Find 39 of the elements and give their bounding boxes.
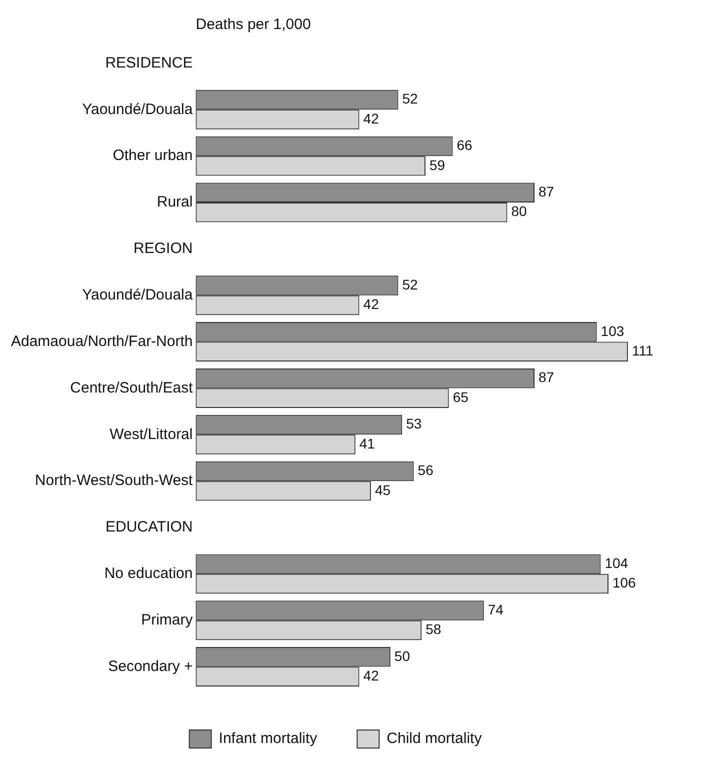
y-tick-label: North-West/South-West: [34, 472, 194, 490]
data-label: 111: [632, 342, 654, 359]
data-label: 56: [418, 462, 434, 478]
legend-label: Child mortality: [386, 730, 482, 748]
data-label: 50: [394, 648, 410, 664]
data-label: 58: [426, 621, 442, 638]
data-label: 42: [363, 296, 380, 312]
data-label: 104: [604, 554, 628, 571]
data-label: 42: [363, 668, 380, 684]
y-tick-label: Centre/South/East: [70, 379, 194, 396]
y-tick-label: EDUCATION: [106, 518, 193, 536]
data-label: 106: [612, 574, 636, 591]
y-tick-label: REGION: [134, 240, 193, 258]
data-label: 65: [452, 388, 469, 405]
y-tick-label: West/Littoral: [110, 426, 193, 443]
data-label: 45: [374, 482, 391, 498]
data-label: 53: [406, 416, 422, 432]
y-tick-label: Yaoundé/Douala: [82, 286, 194, 304]
y-tick-label: Other urban: [112, 147, 193, 164]
data-label: 74: [488, 601, 504, 618]
x-axis-title: Deaths per 1,000: [196, 16, 311, 34]
data-label: 42: [363, 110, 380, 126]
data-label: 80: [511, 203, 528, 220]
y-tick-label: Primary: [141, 612, 194, 628]
y-tick-label: Secondary +: [108, 658, 193, 675]
data-label: 52: [402, 276, 418, 292]
y-tick-label: No education: [104, 565, 193, 582]
data-label: 66: [456, 137, 473, 154]
data-label: 59: [429, 156, 446, 173]
legend-label: Infant mortality: [218, 730, 318, 748]
data-label: 52: [402, 90, 418, 107]
data-label: 87: [538, 183, 554, 200]
y-tick-label: Adamaoua/North/Far-North: [10, 332, 193, 350]
data-label: 41: [359, 435, 376, 452]
y-tick-label: RESIDENCE: [105, 54, 193, 72]
data-label: 103: [600, 322, 624, 339]
y-tick-label: Rural: [156, 194, 193, 211]
data-label: 87: [538, 369, 554, 386]
y-tick-label: Yaoundé/Douala: [82, 100, 194, 118]
